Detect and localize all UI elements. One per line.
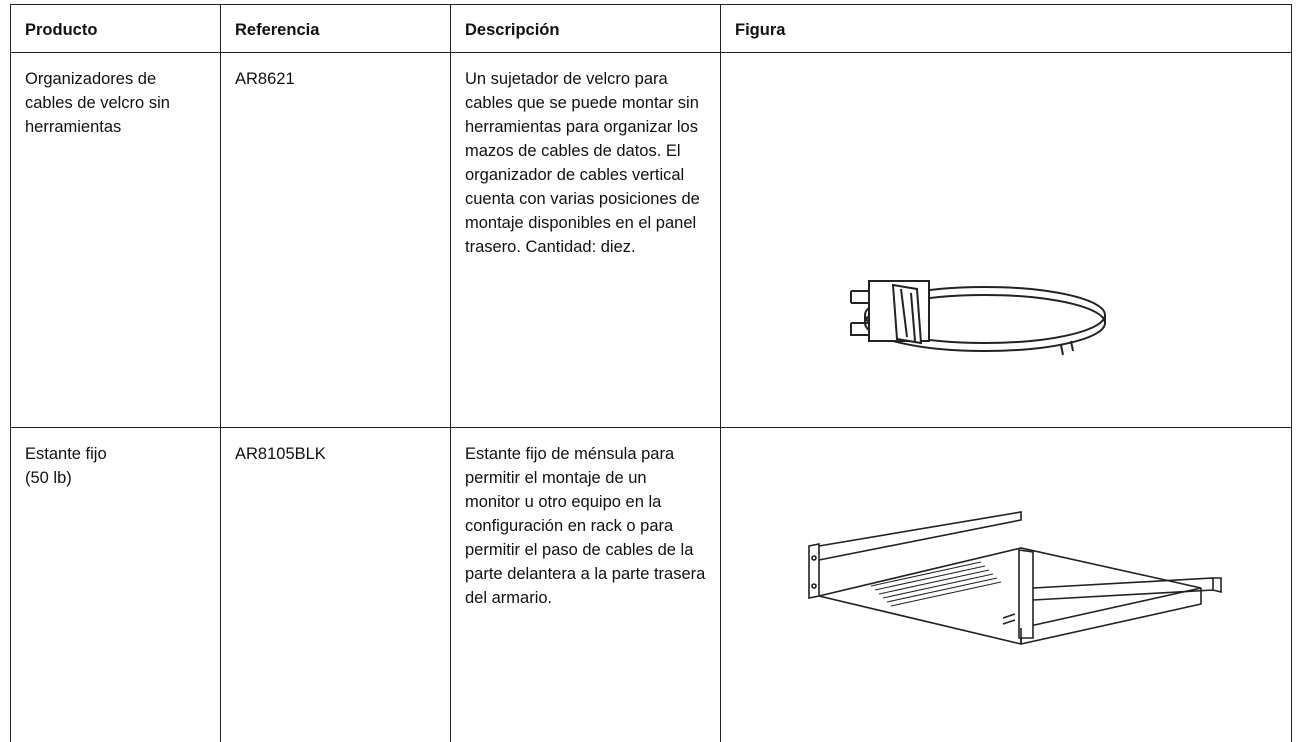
- header-cell: Referencia: [221, 5, 451, 53]
- description-cell: Estante fijo de ménsula para permitir el…: [451, 428, 721, 742]
- reference-cell: AR8621: [221, 53, 451, 428]
- product-cell: Estante fijo (50 lb): [11, 428, 221, 742]
- cable-organizer-figure: [721, 53, 1292, 413]
- header-cell: Figura: [721, 5, 1292, 53]
- header-cell: Descripción: [451, 5, 721, 53]
- shelf-figure: [721, 428, 1292, 728]
- reference-cell: AR8105BLK: [221, 428, 451, 742]
- table-row: Organizadores de cables de velcro sin he…: [11, 53, 1292, 428]
- table-row: Estante fijo (50 lb) AR8105BLK Estante f…: [11, 428, 1292, 742]
- page: Producto Referencia Descripción Figura O…: [0, 0, 1301, 714]
- description-cell: Un sujetador de velcro para cables que s…: [451, 53, 721, 428]
- figure-cell: [721, 53, 1292, 428]
- product-table: Producto Referencia Descripción Figura O…: [10, 4, 1292, 742]
- product-cell: Organizadores de cables de velcro sin he…: [11, 53, 221, 428]
- figure-cell: [721, 428, 1292, 742]
- header-row: Producto Referencia Descripción Figura: [11, 5, 1292, 53]
- header-cell: Producto: [11, 5, 221, 53]
